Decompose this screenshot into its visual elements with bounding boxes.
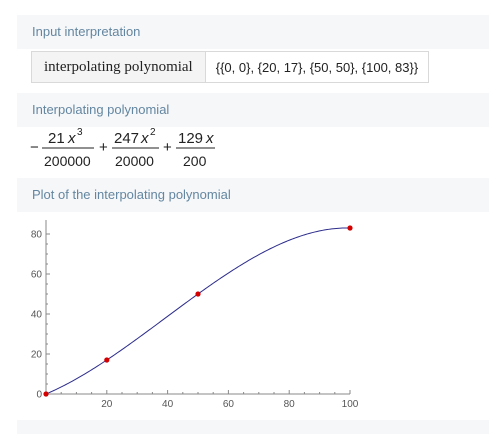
input-interpretation-title: Input interpretation (32, 24, 141, 39)
interpolating-polynomial-header: Interpolating polynomial (17, 93, 489, 127)
term-2-coef: 247 (114, 130, 139, 147)
left-margin (0, 0, 17, 434)
term-2-sign: + (99, 139, 108, 156)
data-point (347, 225, 353, 231)
x-tick-label: 60 (223, 399, 235, 410)
term-3-var: x (205, 130, 214, 147)
curve-layer (45, 227, 351, 395)
bottom-bar (17, 420, 489, 434)
term-3-den: 200 (183, 153, 207, 169)
x-tick-label: 100 (342, 399, 359, 410)
term-3-sign: + (163, 139, 172, 156)
term-2-den: 20000 (115, 153, 154, 169)
points-layer (43, 225, 353, 397)
plot-title: Plot of the interpolating polynomial (32, 187, 231, 202)
y-tick-label: 20 (31, 350, 43, 361)
y-tick-label: 60 (31, 270, 43, 281)
plot-axes: 20 40 60 80 100 0 20 40 60 80 (31, 220, 359, 410)
y-tick-label: 40 (31, 310, 43, 321)
polynomial-formula: − 21 x 3 200000 + 247 x 2 20000 + 129 x … (30, 127, 215, 169)
x-tick-label: 80 (284, 399, 296, 410)
term-3-coef: 129 (178, 130, 203, 147)
term-2-exp: 2 (150, 127, 156, 138)
input-label-cell: interpolating polynomial (31, 51, 206, 83)
plot-header: Plot of the interpolating polynomial (17, 178, 489, 212)
y-tick-label: 0 (36, 390, 42, 401)
term-1-den: 200000 (44, 153, 91, 169)
data-point (104, 357, 110, 363)
y-tick-label: 80 (31, 230, 43, 241)
interpolating-polynomial-title: Interpolating polynomial (32, 102, 170, 117)
input-interpretation-header: Input interpretation (17, 15, 489, 49)
x-tick-label: 40 (162, 399, 174, 410)
term-2-var: x (140, 130, 149, 147)
term-1-sign: − (30, 139, 39, 156)
term-1-exp: 3 (77, 127, 83, 138)
term-1-coef: 21 (48, 130, 65, 147)
polynomial-curve (45, 227, 351, 395)
term-1-var: x (67, 130, 76, 147)
data-point (195, 291, 201, 297)
x-tick-label: 20 (101, 399, 113, 410)
input-value-cell: {{0, 0}, {20, 17}, {50, 50}, {100, 83}} (204, 51, 430, 83)
data-point (43, 391, 49, 397)
input-interpretation-table: interpolating polynomial {{0, 0}, {20, 1… (31, 51, 430, 83)
interpolating-polynomial-plot: 20 40 60 80 100 0 20 40 60 80 (31, 220, 359, 410)
